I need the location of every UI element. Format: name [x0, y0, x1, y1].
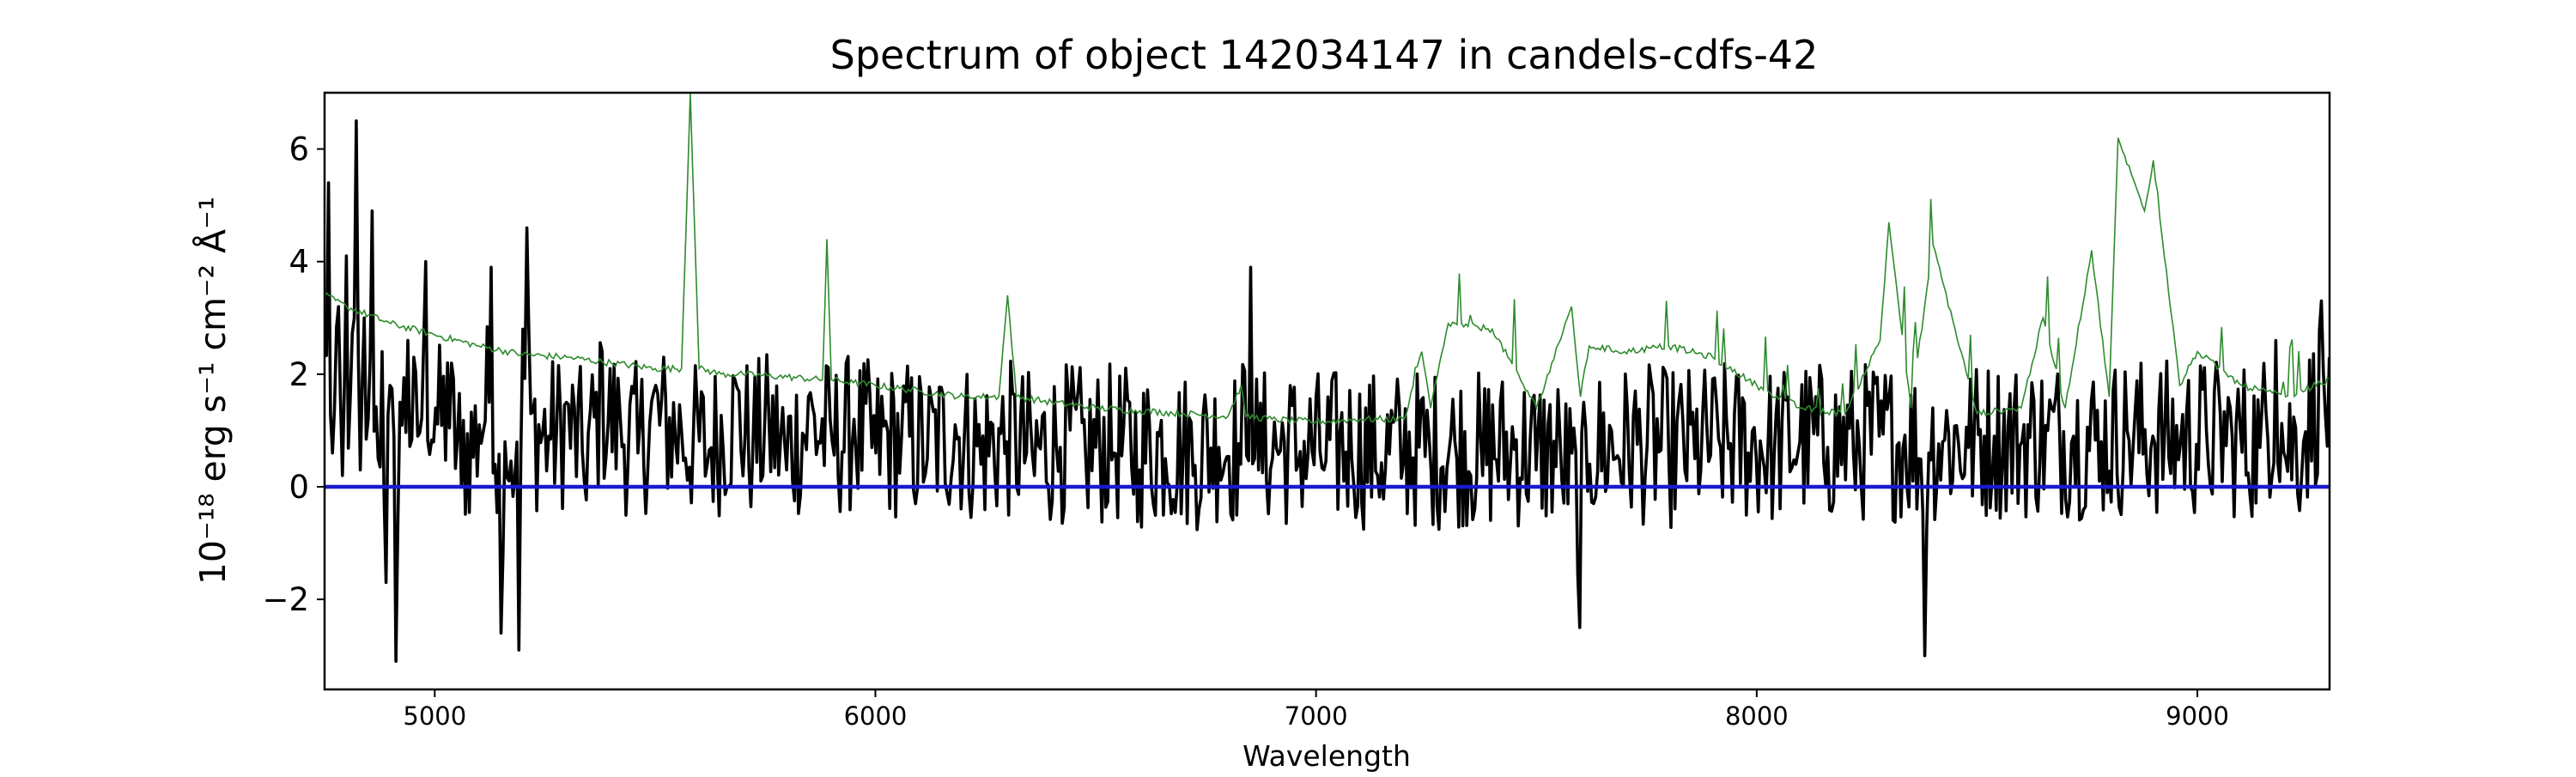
x-axis: 5000 6000 7000 8000 9000 [403, 689, 2229, 731]
series-layer [325, 93, 2330, 663]
y-tick-label: 6 [289, 131, 309, 168]
series-line-spectrum [325, 119, 2330, 663]
y-axis: −2 0 2 4 6 [262, 131, 325, 618]
series-line-error [325, 93, 2330, 426]
y-tick-label: 0 [289, 469, 309, 506]
x-tick-label: 8000 [1725, 701, 1789, 731]
x-tick-label: 7000 [1285, 701, 1348, 731]
y-tick-label: −2 [262, 581, 309, 618]
x-tick-label: 5000 [403, 701, 466, 731]
x-axis-label: Wavelength [1242, 739, 1411, 773]
y-axis-label: 10⁻¹⁸ erg s⁻¹ cm⁻² Å⁻¹ [192, 197, 234, 585]
x-tick-label: 9000 [2166, 701, 2229, 731]
plot-frame [323, 91, 2331, 691]
x-tick-label: 6000 [844, 701, 908, 731]
y-tick-label: 4 [289, 244, 309, 281]
chart-title: Spectrum of object 142034147 in candels-… [830, 32, 1819, 78]
y-tick-label: 2 [289, 356, 309, 393]
